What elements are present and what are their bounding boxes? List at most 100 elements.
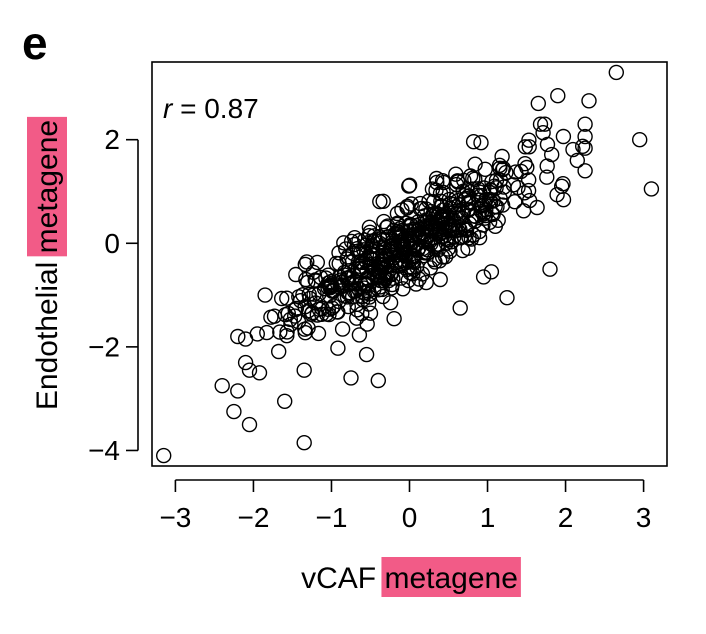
data-point bbox=[484, 173, 500, 190]
data-point bbox=[555, 175, 571, 192]
data-point bbox=[370, 372, 386, 389]
data-point bbox=[487, 218, 503, 235]
y-axis-label-highlight-word: metagene bbox=[31, 120, 64, 253]
data-point bbox=[322, 280, 338, 296]
data-point bbox=[577, 163, 593, 179]
data-point bbox=[458, 222, 475, 239]
data-point bbox=[389, 205, 406, 222]
data-point bbox=[283, 316, 299, 332]
data-point bbox=[257, 287, 273, 303]
data-point bbox=[436, 174, 452, 191]
data-point bbox=[380, 229, 396, 245]
data-point bbox=[392, 220, 408, 237]
data-point bbox=[226, 403, 242, 420]
x-tick-label: −3 bbox=[159, 502, 191, 533]
data-point bbox=[251, 365, 268, 381]
data-point bbox=[279, 328, 295, 344]
data-point bbox=[357, 232, 373, 248]
data-point bbox=[401, 177, 418, 194]
data-point bbox=[401, 178, 417, 194]
data-point bbox=[358, 346, 375, 363]
data-point bbox=[544, 146, 560, 163]
x-tick-label: 1 bbox=[480, 502, 496, 533]
data-point bbox=[575, 138, 591, 155]
data-point bbox=[643, 181, 660, 197]
x-tick-label: −1 bbox=[316, 502, 348, 533]
data-point bbox=[331, 245, 347, 261]
data-point bbox=[279, 290, 295, 306]
data-point bbox=[520, 182, 537, 199]
x-axis-label-highlight-word: metagene bbox=[384, 562, 517, 595]
data-point bbox=[405, 238, 421, 255]
data-point bbox=[330, 304, 346, 320]
data-point bbox=[309, 307, 325, 323]
data-point bbox=[463, 231, 480, 247]
correlation-annotation: r = 0.87 bbox=[163, 93, 259, 124]
data-point bbox=[249, 326, 265, 342]
data-point bbox=[510, 179, 526, 196]
data-point bbox=[532, 116, 549, 132]
data-point bbox=[334, 321, 351, 337]
data-point bbox=[310, 325, 327, 342]
y-tick-label: −4 bbox=[88, 435, 120, 466]
data-point bbox=[297, 256, 313, 273]
data-point bbox=[521, 132, 537, 148]
y-tick-label: −2 bbox=[88, 331, 120, 362]
data-point bbox=[350, 254, 367, 270]
data-point bbox=[426, 251, 442, 268]
data-point bbox=[362, 250, 378, 266]
data-point bbox=[321, 306, 337, 323]
data-point bbox=[355, 292, 371, 308]
data-point bbox=[465, 133, 482, 150]
data-point bbox=[451, 210, 468, 226]
data-point bbox=[450, 202, 466, 219]
data-point bbox=[477, 161, 493, 178]
data-point bbox=[569, 152, 585, 169]
x-tick-label: 0 bbox=[402, 502, 418, 533]
data-point bbox=[425, 206, 442, 223]
data-point bbox=[521, 139, 537, 155]
data-point bbox=[403, 196, 419, 212]
data-point bbox=[237, 354, 254, 371]
x-axis-label: vCAF metagene bbox=[301, 562, 518, 595]
data-point bbox=[505, 177, 522, 193]
data-point bbox=[456, 172, 472, 189]
data-point bbox=[288, 266, 304, 283]
data-point bbox=[452, 300, 468, 316]
data-point bbox=[376, 257, 392, 273]
data-point bbox=[471, 229, 488, 246]
data-point bbox=[492, 190, 508, 207]
data-point bbox=[565, 141, 581, 158]
data-point bbox=[376, 238, 393, 254]
data-point bbox=[339, 251, 355, 267]
data-point bbox=[400, 253, 417, 269]
data-point bbox=[475, 269, 492, 285]
axes-layer: −3 −2 −1 0 1 2 3 −4 −2 0 2 bbox=[88, 124, 651, 533]
y-tick-label: 2 bbox=[104, 124, 120, 155]
data-point bbox=[521, 172, 537, 188]
plot-frame bbox=[151, 61, 668, 467]
data-point bbox=[431, 226, 448, 242]
data-point bbox=[513, 163, 529, 180]
data-point bbox=[508, 164, 524, 180]
data-point bbox=[581, 93, 597, 109]
y-label-highlight bbox=[27, 116, 67, 257]
data-point bbox=[375, 193, 391, 210]
data-point bbox=[360, 271, 376, 288]
data-point bbox=[432, 206, 448, 223]
data-point bbox=[313, 269, 329, 286]
data-point bbox=[521, 192, 538, 209]
data-point bbox=[214, 378, 230, 394]
data-point bbox=[241, 416, 258, 433]
data-point bbox=[410, 242, 426, 258]
data-point bbox=[341, 276, 358, 292]
data-point bbox=[300, 320, 316, 336]
data-point bbox=[494, 148, 510, 165]
data-point bbox=[259, 324, 275, 341]
data-point bbox=[412, 201, 428, 217]
data-point bbox=[473, 134, 489, 151]
x-tick-label: 2 bbox=[558, 502, 574, 533]
data-point bbox=[577, 128, 593, 145]
data-point bbox=[577, 116, 593, 132]
